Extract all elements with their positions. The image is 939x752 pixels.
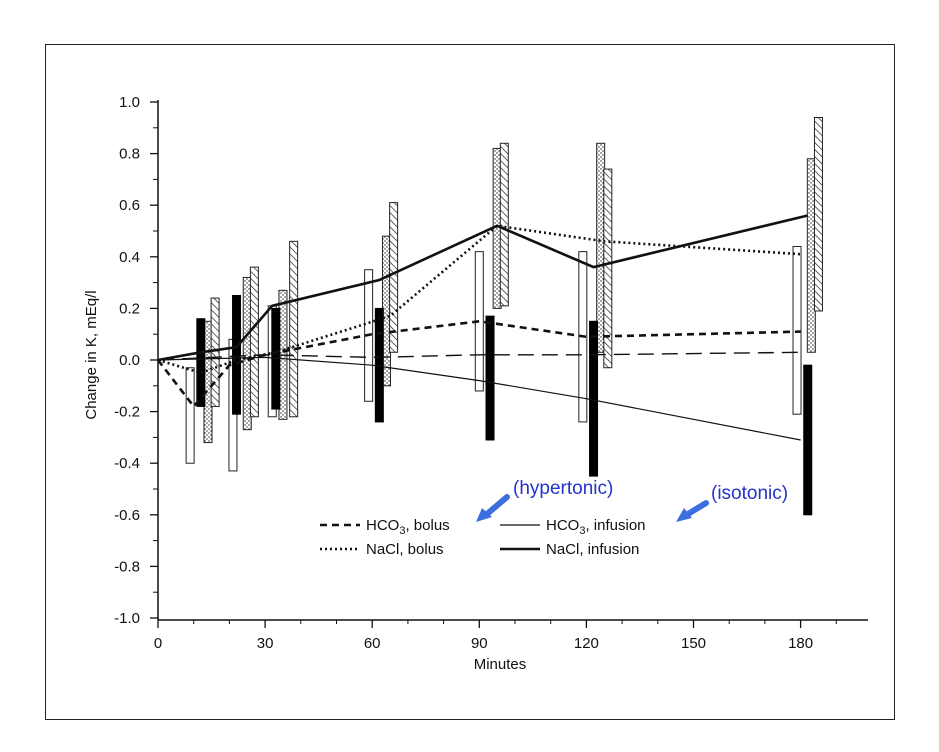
y-tick-label: 1.0	[119, 94, 140, 111]
error-bar	[813, 116, 823, 312]
x-tick-label: 60	[364, 635, 381, 652]
series-line	[157, 356, 801, 441]
error-bar	[185, 367, 195, 464]
arrow-isotonic	[685, 500, 709, 517]
series-line	[156, 319, 801, 409]
x-axis-title: Minutes	[474, 656, 527, 673]
y-axis-title: Change in K, mEq/l	[83, 290, 100, 419]
error-bar	[792, 245, 802, 415]
arrow-hypertonic-head	[476, 508, 492, 522]
error-bars	[185, 116, 823, 516]
series-line	[157, 224, 801, 375]
y-tick-label: 0.4	[119, 249, 140, 266]
series-line	[157, 214, 809, 362]
y-tick-label: -0.6	[114, 507, 140, 524]
solid-bar	[485, 315, 495, 441]
series-line	[157, 351, 801, 361]
legend-label: HCO3, infusion	[546, 517, 646, 537]
legend: HCO3, bolus HCO3, infusion NaCl, bolus NaCl…	[320, 517, 646, 558]
annotation-hypertonic: (hypertonic)	[513, 478, 613, 499]
series-lines	[156, 214, 809, 441]
x-tick-label: 0	[154, 635, 162, 652]
y-tick-label: 0.0	[119, 352, 140, 369]
x-tick-label: 180	[788, 635, 813, 652]
solid-bar	[374, 307, 384, 423]
x-tick-label: 150	[681, 635, 706, 652]
legend-label: HCO3, bolus	[366, 517, 450, 537]
y-tick-label: -1.0	[114, 610, 140, 627]
axis-ticks: 0 30 60 90 120 150 180 -1.0 -0.8 -0.6 -0.4 -0.2 0.0 0…	[114, 94, 837, 652]
arrow-isotonic-head	[676, 508, 692, 522]
y-tick-label: 0.6	[119, 197, 140, 214]
solid-bar	[803, 364, 813, 516]
y-tick-label: 0.2	[119, 300, 140, 317]
error-bar	[249, 266, 259, 418]
error-bar	[603, 168, 613, 369]
solid-bar	[196, 318, 206, 407]
y-tick-label: -0.8	[114, 558, 140, 575]
y-tick-label: -0.4	[114, 455, 140, 472]
solid-bar	[232, 295, 242, 415]
x-tick-label: 30	[257, 635, 274, 652]
error-bar	[499, 142, 509, 307]
error-bar	[389, 202, 399, 353]
annotation-isotonic: (isotonic)	[711, 483, 788, 504]
legend-label: NaCl, bolus	[366, 541, 444, 558]
arrow-hypertonic	[484, 494, 510, 517]
error-bar	[289, 240, 299, 418]
annotations: (hypertonic) (isotonic)	[476, 478, 788, 522]
error-bar	[210, 297, 220, 407]
legend-label: NaCl, infusion	[546, 541, 639, 558]
solid-bar	[589, 320, 599, 477]
y-tick-label: -0.2	[114, 404, 140, 421]
x-tick-label: 90	[471, 635, 488, 652]
y-tick-label: 0.8	[119, 146, 140, 163]
x-tick-label: 120	[574, 635, 599, 652]
